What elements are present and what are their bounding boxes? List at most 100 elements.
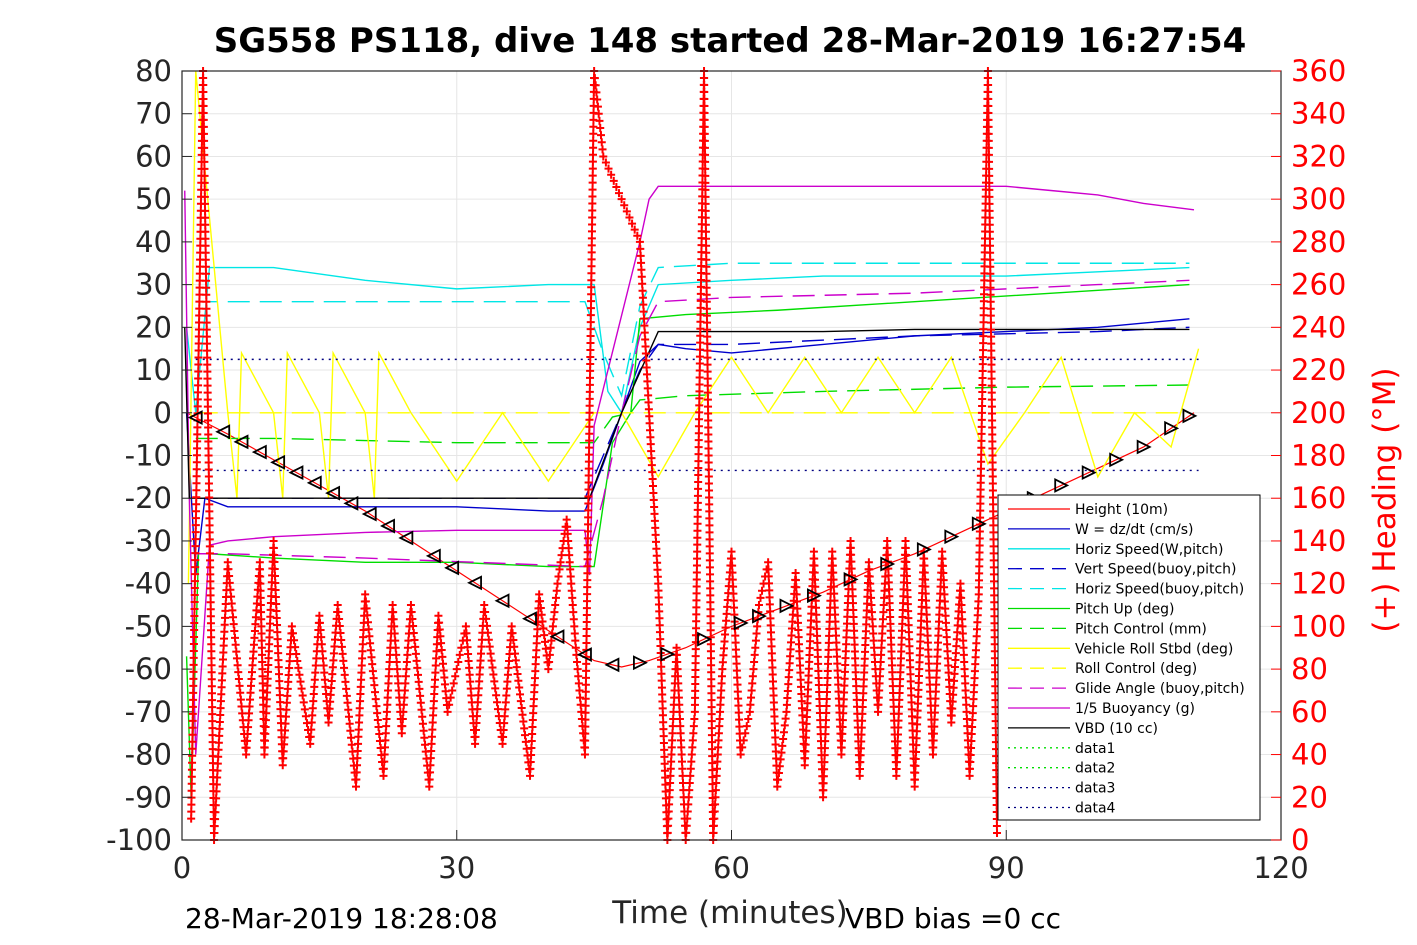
heading-point: [516, 690, 525, 699]
heading-point: [984, 73, 993, 82]
heading-point: [703, 325, 712, 334]
heading-point: [593, 95, 602, 104]
heading-point: [418, 719, 427, 728]
y-right-tick-label: 180: [1291, 439, 1346, 473]
heading-point: [985, 171, 994, 180]
heading-point: [949, 683, 958, 692]
heading-point: [705, 507, 714, 516]
heading-point: [988, 451, 997, 460]
heading-point: [242, 743, 251, 752]
heading-point: [393, 665, 402, 674]
heading-point: [353, 754, 362, 763]
heading-point: [977, 415, 986, 424]
heading-point: [398, 714, 407, 723]
heading-point: [795, 654, 804, 663]
y-right-tick-label: 140: [1291, 524, 1346, 558]
heading-point: [977, 443, 986, 452]
heading-point: [669, 714, 678, 723]
chart-title: SG558 PS118, dive 148 started 28-Mar-201…: [214, 21, 1247, 61]
heading-point: [850, 626, 859, 635]
heading-point: [649, 482, 657, 491]
heading-point: [787, 624, 796, 633]
heading-point: [968, 716, 977, 725]
heading-point: [702, 290, 711, 299]
heading-point: [857, 737, 866, 746]
heading-point: [958, 622, 967, 631]
heading-point: [859, 682, 868, 691]
heading-point: [271, 593, 280, 602]
heading-point: [189, 688, 198, 697]
heading-point: [895, 702, 904, 711]
heading-point: [756, 593, 765, 602]
heading-point: [813, 631, 822, 640]
heading-point: [794, 633, 803, 642]
heading-point: [275, 691, 284, 700]
heading-point: [712, 771, 721, 780]
heading-point: [847, 564, 856, 573]
heading-point: [988, 416, 997, 425]
heading-point: [617, 195, 626, 204]
heading-point: [206, 598, 215, 607]
heading-point: [940, 597, 949, 606]
heading-point: [283, 684, 292, 693]
heading-point: [228, 606, 237, 615]
heading-point: [972, 632, 981, 641]
heading-point: [985, 185, 994, 194]
legend-label-data3: data3: [1075, 781, 1115, 797]
heading-point: [687, 750, 696, 759]
heading-point: [234, 675, 243, 684]
heading-point: [986, 304, 995, 313]
heading-point: [888, 682, 897, 691]
heading-point: [798, 711, 807, 720]
heading-point: [706, 619, 715, 628]
y-left-tick-label: 40: [135, 225, 172, 259]
heading-point: [337, 635, 346, 644]
heading-point: [902, 565, 911, 574]
heading-point: [208, 724, 217, 733]
heading-point: [207, 682, 216, 691]
heading-point: [434, 611, 443, 620]
heading-point: [750, 650, 759, 659]
heading-point: [667, 750, 676, 759]
heading-point: [232, 647, 241, 656]
heading-point: [269, 536, 278, 545]
heading-point: [655, 607, 664, 616]
heading-point: [862, 613, 871, 622]
heading-point: [660, 745, 669, 754]
heading-point: [307, 718, 316, 727]
heading-point: [857, 730, 866, 739]
heading-point: [907, 698, 916, 707]
heading-point: [415, 684, 424, 693]
heading-point: [976, 492, 985, 501]
heading-point: [820, 765, 829, 774]
heading-point: [477, 649, 486, 658]
heading-point: [957, 608, 966, 617]
heading-point: [714, 743, 723, 752]
heading-point: [461, 622, 470, 631]
heading-point: [709, 828, 718, 837]
heading-point: [887, 654, 896, 663]
heading-point: [682, 821, 691, 830]
triangle-marker: [398, 530, 414, 546]
heading-point: [988, 430, 997, 439]
heading-point: [284, 670, 293, 679]
heading-point: [311, 668, 320, 677]
heading-point: [911, 761, 920, 770]
heading-point: [660, 752, 669, 761]
heading-point: [208, 717, 217, 726]
heading-point: [705, 514, 714, 523]
heading-point: [473, 705, 482, 714]
heading-point: [732, 652, 741, 661]
heading-point: [689, 722, 698, 731]
heading-point: [202, 339, 211, 348]
heading-point: [984, 87, 993, 96]
heading-point: [526, 764, 535, 773]
heading-point: [475, 670, 484, 679]
heading-point: [693, 512, 702, 521]
heading-point: [587, 269, 596, 278]
heading-point: [342, 691, 351, 700]
heading-point: [345, 719, 354, 728]
triangle-marker: [425, 548, 441, 564]
heading-point: [256, 586, 265, 595]
heading-point: [409, 628, 418, 637]
